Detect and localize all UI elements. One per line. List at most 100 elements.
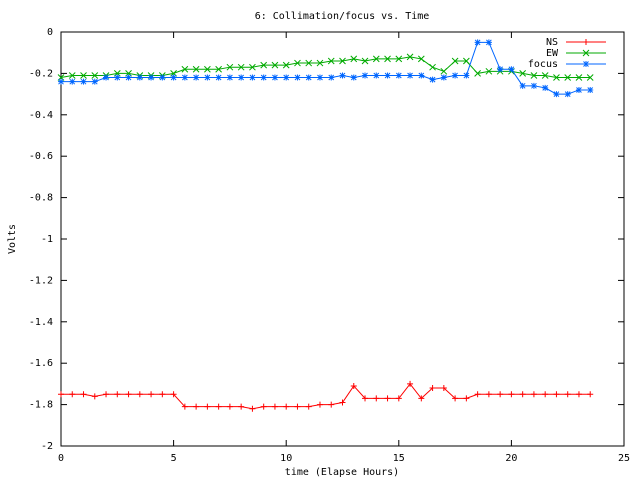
- point-marker: [226, 74, 233, 81]
- point-marker: [305, 403, 312, 410]
- point-marker: [440, 67, 448, 75]
- point-marker: [181, 65, 189, 73]
- point-marker: [125, 391, 132, 398]
- point-marker: [429, 76, 436, 83]
- point-marker: [69, 391, 76, 398]
- point-marker: [204, 65, 211, 73]
- y-tick-label: 0: [47, 27, 53, 38]
- y-tick-label: -1.6: [29, 358, 53, 369]
- point-marker: [407, 380, 414, 387]
- point-marker: [215, 403, 222, 410]
- y-tick-label: -0.4: [29, 110, 53, 121]
- point-marker: [508, 66, 515, 73]
- point-marker: [339, 399, 346, 406]
- point-marker: [316, 74, 323, 81]
- point-marker: [418, 72, 425, 79]
- point-marker: [91, 393, 98, 400]
- point-marker: [294, 74, 301, 81]
- point-marker: [237, 63, 245, 71]
- point-marker: [541, 72, 549, 79]
- y-tick-label: -0.8: [29, 193, 53, 204]
- x-axis-label: time (Elapse Hours): [285, 467, 399, 478]
- point-marker: [350, 74, 357, 81]
- point-marker: [452, 395, 459, 402]
- point-marker: [373, 72, 380, 79]
- point-marker: [170, 391, 177, 398]
- point-marker: [260, 403, 267, 410]
- point-marker: [530, 391, 537, 398]
- point-marker: [530, 82, 537, 89]
- point-marker: [148, 74, 155, 81]
- series-line: [61, 383, 591, 410]
- point-marker: [238, 74, 245, 81]
- point-marker: [271, 61, 279, 69]
- plot-frame: [60, 31, 625, 447]
- point-marker: [271, 403, 278, 410]
- legend-marker: [583, 61, 589, 67]
- point-marker: [406, 53, 414, 61]
- point-marker: [485, 39, 492, 46]
- point-marker: [316, 59, 324, 67]
- point-marker: [226, 403, 233, 410]
- point-marker: [350, 382, 357, 389]
- point-marker: [249, 405, 256, 412]
- point-marker: [260, 74, 267, 81]
- x-tick-label: 15: [393, 453, 405, 464]
- point-marker: [485, 67, 493, 75]
- point-marker: [328, 74, 335, 81]
- point-marker: [463, 57, 470, 65]
- point-marker: [91, 72, 99, 79]
- point-marker: [418, 395, 425, 402]
- point-marker: [114, 74, 121, 81]
- point-marker: [80, 72, 87, 79]
- y-tick-label: -0.2: [29, 68, 53, 79]
- point-marker: [136, 74, 143, 81]
- point-marker: [440, 385, 447, 392]
- point-marker: [474, 391, 481, 398]
- point-marker: [587, 391, 594, 398]
- point-marker: [339, 72, 346, 79]
- y-tick-label: -1.8: [29, 400, 53, 411]
- point-marker: [260, 61, 268, 69]
- x-tick-label: 10: [280, 453, 292, 464]
- point-marker: [136, 391, 143, 398]
- point-marker: [283, 74, 290, 81]
- x-tick-label: 25: [618, 453, 630, 464]
- point-marker: [587, 86, 594, 93]
- point-marker: [69, 78, 76, 85]
- y-tick-label: -1.4: [29, 317, 53, 328]
- point-marker: [519, 391, 526, 398]
- point-marker: [395, 395, 402, 402]
- point-marker: [192, 65, 200, 73]
- point-marker: [193, 403, 200, 410]
- point-marker: [170, 74, 177, 81]
- point-marker: [384, 395, 391, 402]
- point-marker: [193, 74, 200, 81]
- point-marker: [485, 391, 492, 398]
- point-marker: [384, 55, 391, 63]
- legend-label: focus: [528, 59, 558, 70]
- legend-marker: [583, 39, 589, 45]
- point-marker: [68, 72, 76, 79]
- point-marker: [316, 401, 323, 408]
- point-marker: [429, 63, 436, 71]
- point-marker: [463, 72, 470, 79]
- legend-label: NS: [546, 37, 558, 48]
- point-marker: [508, 391, 515, 398]
- point-marker: [553, 391, 560, 398]
- point-marker: [564, 74, 572, 81]
- y-tick-label: -2: [41, 441, 53, 452]
- point-marker: [305, 74, 312, 81]
- point-marker: [103, 391, 110, 398]
- point-marker: [530, 72, 538, 79]
- point-marker: [474, 39, 481, 46]
- y-tick-label: -0.6: [29, 151, 53, 162]
- point-marker: [395, 72, 402, 79]
- point-marker: [294, 59, 301, 67]
- point-marker: [103, 74, 110, 81]
- point-marker: [407, 72, 414, 79]
- point-marker: [362, 395, 369, 402]
- legend-label: EW: [546, 48, 559, 59]
- point-marker: [395, 55, 403, 63]
